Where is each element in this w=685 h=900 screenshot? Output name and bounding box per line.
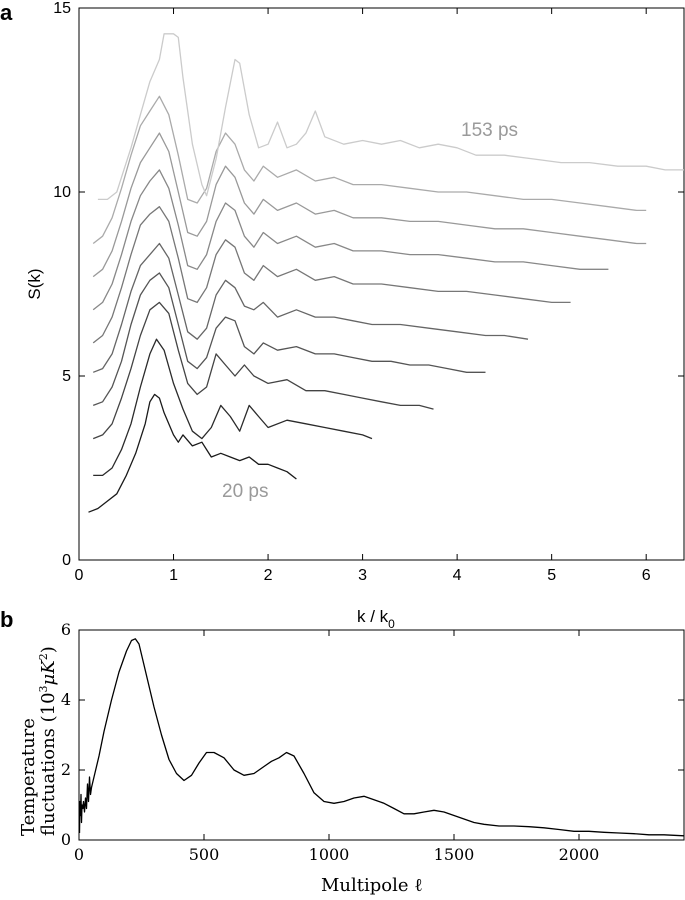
xtick-label: 3 <box>358 567 367 584</box>
annotation-153ps: 153 ps <box>461 120 518 141</box>
panel-b-plot: 0 500 1000 1500 2000 0 2 4 6 Multipole ℓ Tempera… <box>18 620 685 896</box>
xtick-label: 5 <box>547 567 556 584</box>
annotation-20ps: 20 ps <box>222 481 268 502</box>
xtick-label: 1 <box>169 567 178 584</box>
series-line-3 <box>92 272 486 407</box>
series-line-9 <box>97 33 684 201</box>
xtick-label: 500 <box>189 845 220 864</box>
series-line-6 <box>92 169 609 311</box>
xtick-label: 4 <box>453 567 462 584</box>
series-line-1 <box>93 338 373 477</box>
series-line-5 <box>92 206 571 344</box>
xtick-label: 0 <box>74 845 84 864</box>
xtick-label: 0 <box>75 567 84 584</box>
series-line-4 <box>92 242 529 373</box>
xtick-label: 2 <box>264 567 273 584</box>
series-line-8 <box>92 95 647 245</box>
panel-b-ticks: 0 500 1000 1500 2000 0 2 4 6 <box>61 620 684 864</box>
ytick-label: 0 <box>62 552 71 569</box>
ytick-label: 6 <box>61 620 71 639</box>
ytick-label: 15 <box>53 0 71 17</box>
series-line-0 <box>78 638 685 837</box>
panel-label-b: b <box>0 607 13 632</box>
series-line-2 <box>92 301 434 440</box>
panel-a-ticks: 0 1 2 3 4 5 6 0 5 10 15 <box>53 0 684 584</box>
series-line-0 <box>88 393 297 513</box>
panel-a-xlabel: k / k0 <box>357 607 395 631</box>
panel-b-ylabel: Temperature fluctuations (103μK2) <box>18 646 59 836</box>
ytick-label: 5 <box>62 368 71 385</box>
panel-b-xlabel: Multipole ℓ <box>321 875 423 896</box>
panel-label-a: a <box>0 0 13 25</box>
series-line-7 <box>92 132 647 278</box>
xtick-label: 6 <box>642 567 651 584</box>
xtick-label: 2000 <box>559 845 600 864</box>
panel-b-frame <box>78 629 685 841</box>
ytick-label: 4 <box>61 690 71 709</box>
xtick-label: 1000 <box>309 845 350 864</box>
panel-a-lines <box>88 33 684 513</box>
panel-b-ylabel-line2: fluctuations (103μK2) <box>37 646 59 836</box>
ytick-label: 10 <box>53 184 71 201</box>
panel-a-frame <box>78 7 685 561</box>
panel-a-ylabel: S(k) <box>25 268 44 299</box>
panel-b-ylabel-line1: Temperature <box>18 718 39 836</box>
xtick-label: 1500 <box>434 845 475 864</box>
panel-a-plot: 0 1 2 3 4 5 6 0 5 10 15 153 ps 20 ps k / k0 S(k) <box>25 0 685 631</box>
ytick-label: 0 <box>61 830 71 849</box>
panel-b-lines <box>78 638 685 837</box>
ytick-label: 2 <box>61 760 71 779</box>
